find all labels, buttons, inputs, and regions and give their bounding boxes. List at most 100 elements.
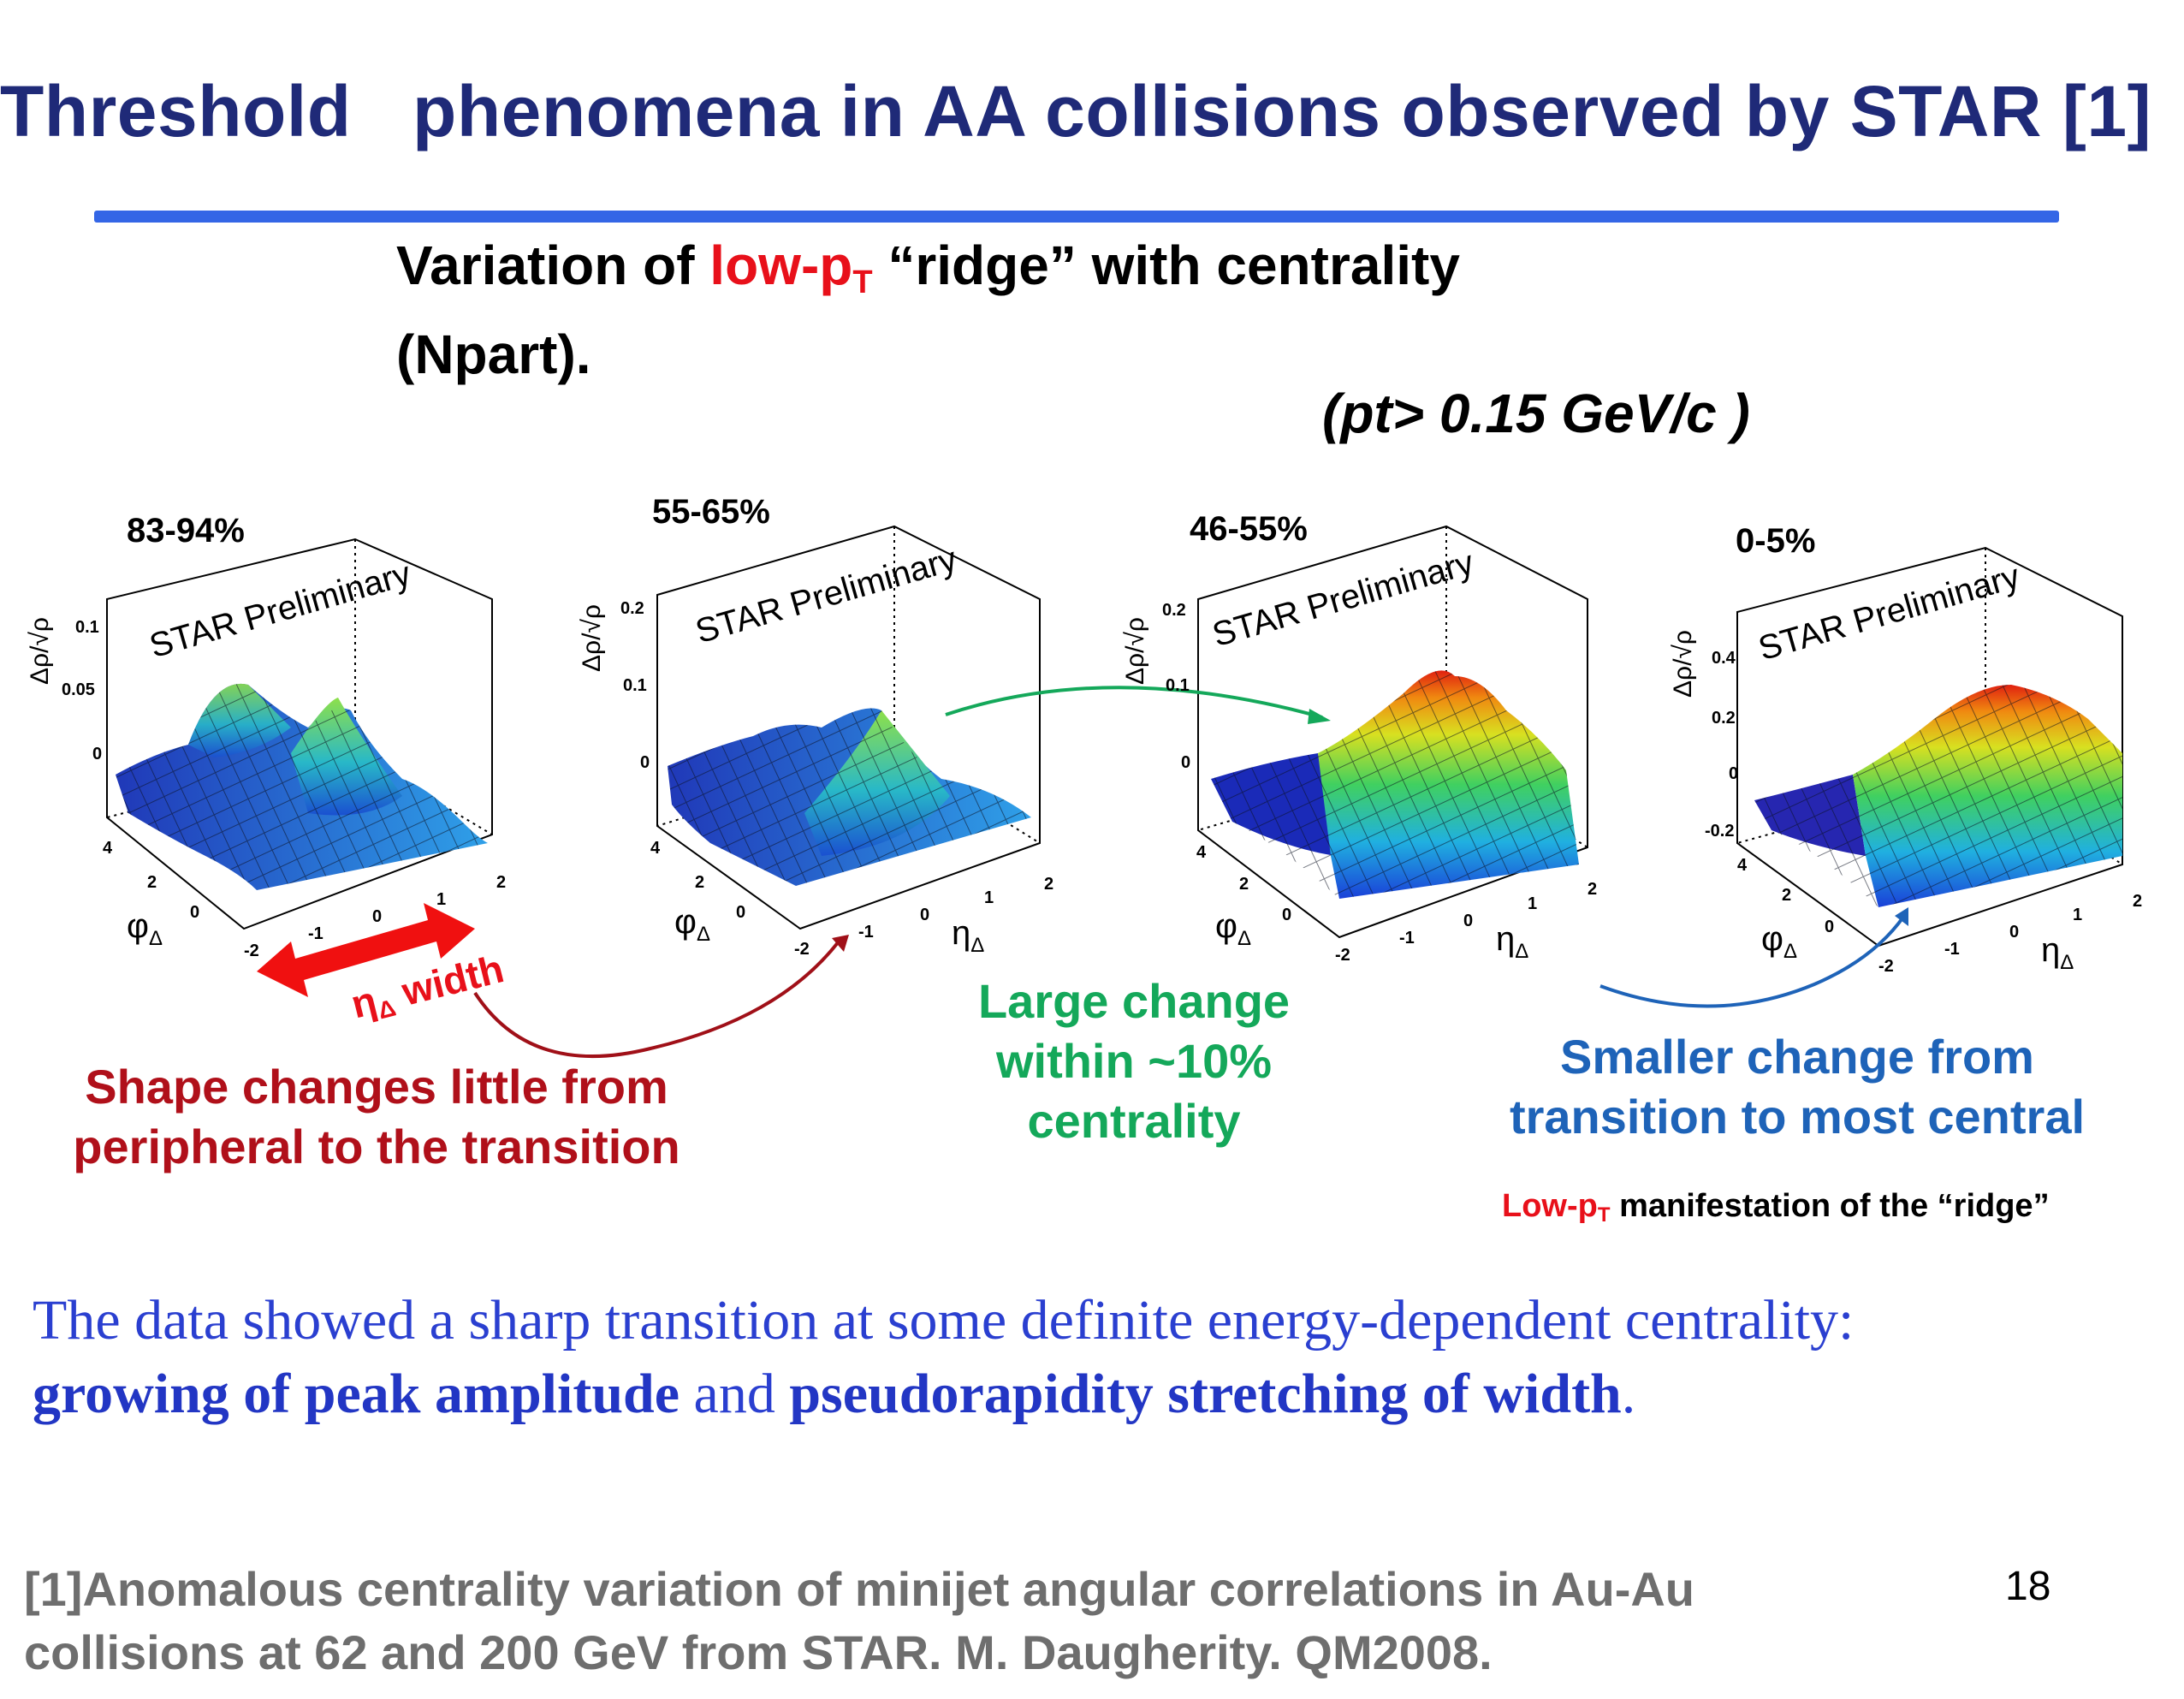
p1-phi-tick: 2 <box>147 873 157 892</box>
p2-eta-tick: 1 <box>984 888 994 907</box>
subtitle-part1: Variation of <box>396 235 710 296</box>
subtitle-lowpt-text: low-p <box>709 235 853 296</box>
p1-eta-tick: -2 <box>244 942 259 960</box>
p4-phi-tick: 4 <box>1737 856 1748 875</box>
eta-sub: Δ <box>1515 940 1529 963</box>
p3-eta-tick: 2 <box>1588 880 1598 899</box>
eta-symbol: η <box>2041 931 2061 969</box>
p2-eta-tick: 0 <box>920 906 930 924</box>
subtitle: Variation of low-pT “ridge” with central… <box>396 229 1851 390</box>
p3-z-tick: 0 <box>1181 753 1191 772</box>
p4-eta-label: ηΔ <box>2041 931 2074 975</box>
subtitle-lowpt: low-pT <box>709 235 872 300</box>
phi-sub: Δ <box>1237 927 1251 950</box>
slide-title: Threshold phenomena in AA collisions obs… <box>0 71 2152 151</box>
panel-3-z-label: Δρ/√ρ <box>1121 617 1149 685</box>
lowpt-rest: manifestation of the “ridge” <box>1610 1188 2050 1224</box>
eta-symbol: η <box>1496 920 1516 958</box>
subtitle-part2: “ridge” with centrality <box>872 235 1460 296</box>
phi-sub: Δ <box>148 927 163 950</box>
lowpt-red: Low-p <box>1502 1188 1598 1224</box>
p2-phi-tick: 2 <box>695 873 705 892</box>
eta-sub: Δ <box>2060 951 2074 974</box>
phi-symbol: φ <box>127 907 149 945</box>
p1-z-tick: 0 <box>92 745 103 763</box>
p3-eta-tick: -1 <box>1399 929 1415 948</box>
reference: [1]Anomalous centrality variation of min… <box>24 1558 1907 1684</box>
panel-4-label: 0-5% <box>1736 522 1816 560</box>
title-underline <box>94 211 2059 223</box>
p2-eta-label: ηΔ <box>952 914 984 958</box>
panel-4 <box>1736 546 2123 948</box>
eta-width-arrow <box>257 903 475 997</box>
phi-symbol: φ <box>674 903 697 941</box>
p3-eta-tick: -2 <box>1335 946 1350 965</box>
p1-z-tick: 0.1 <box>75 618 99 637</box>
annotation-green-line: Large change <box>977 974 1291 1028</box>
p3-eta-tick: 1 <box>1528 894 1538 913</box>
subtitle-line2: (Npart). <box>396 324 591 385</box>
p2-z-tick: 0 <box>640 753 650 772</box>
p1-phi-tick: 4 <box>103 839 113 858</box>
annotation-smaller-change: Smaller change from transition to most c… <box>1472 1027 2122 1147</box>
p2-phi-tick: 0 <box>736 903 746 922</box>
p1-phi-tick: 0 <box>190 903 200 922</box>
p3-eta-label: ηΔ <box>1496 920 1528 964</box>
p3-phi-tick: 0 <box>1282 906 1292 924</box>
annotation-green-line: within ~10% <box>995 1034 1273 1088</box>
lowpt-ridge-caption: Low-pT manifestation of the “ridge” <box>1502 1188 2050 1227</box>
eta-symbol: η <box>952 914 971 952</box>
p1-eta-tick: 0 <box>372 907 383 926</box>
p4-phi-tick: 2 <box>1782 886 1792 905</box>
conclusion-bold1: growing of peak amplitude <box>33 1363 680 1425</box>
p2-z-tick: 0.1 <box>623 676 647 695</box>
p2-eta-tick: -1 <box>858 923 874 942</box>
p4-eta-tick: -1 <box>1944 940 1960 959</box>
p2-z-tick: 0.2 <box>620 599 644 618</box>
p4-eta-tick: 0 <box>2009 923 2020 942</box>
p3-phi-tick: 4 <box>1196 843 1207 862</box>
annotation-blue-line: transition to most central <box>1509 1090 2086 1144</box>
red-arrow <box>473 940 840 1059</box>
subtitle-lowpt-sub: T <box>852 264 873 300</box>
reference-line1: [1]Anomalous centrality variation of min… <box>24 1562 1694 1616</box>
green-arrow <box>945 686 1323 719</box>
conclusion-text: The data showed a sharp transition at so… <box>33 1284 2155 1431</box>
p1-eta-tick: 2 <box>496 873 507 892</box>
panel-2-label: 55-65% <box>652 493 770 531</box>
p4-z-tick: 0 <box>1729 764 1739 783</box>
p1-phi-label: φΔ <box>127 907 163 951</box>
phi-sub: Δ <box>696 923 710 946</box>
p4-eta-tick: 2 <box>2133 892 2143 911</box>
conclusion-bold2: pseudorapidity stretching of width <box>789 1363 1622 1425</box>
p2-phi-tick: 4 <box>650 839 661 858</box>
reference-line2: collisions at 62 and 200 GeV from STAR. … <box>24 1625 1493 1679</box>
panel-4-z-label: Δρ/√ρ <box>1669 630 1697 698</box>
panel-3 <box>1197 525 1588 939</box>
p4-z-tick: 0.4 <box>1712 649 1736 668</box>
p4-phi-tick: 0 <box>1825 918 1835 936</box>
annotation-green-line: centrality <box>1027 1094 1241 1148</box>
p1-z-tick: 0.05 <box>62 680 95 699</box>
panel-3-label: 46-55% <box>1190 510 1308 548</box>
conclusion-and: and <box>680 1363 790 1425</box>
annotation-blue-line: Smaller change from <box>1560 1030 2034 1084</box>
annotation-red-line: Shape changes little from <box>85 1060 668 1114</box>
panel-1-label: 83-94% <box>127 512 245 550</box>
blue-arrow <box>1599 914 1906 1008</box>
p4-eta-tick: 1 <box>2073 906 2083 924</box>
annotation-large-change: Large change within ~10% centrality <box>937 971 1331 1151</box>
phi-symbol: φ <box>1215 907 1237 945</box>
p3-phi-label: φΔ <box>1215 907 1251 951</box>
annotation-red-line: peripheral to the transition <box>73 1120 680 1173</box>
p4-eta-tick: -2 <box>1878 957 1894 976</box>
p3-z-tick: 0.2 <box>1162 601 1186 620</box>
panel-1 <box>106 538 493 930</box>
page-number: 18 <box>2005 1564 2051 1609</box>
p2-eta-tick: 2 <box>1044 875 1054 894</box>
phi-symbol: φ <box>1761 920 1783 958</box>
p1-eta-tick: 1 <box>436 890 447 909</box>
conclusion-period: . <box>1621 1363 1636 1425</box>
p3-z-tick: 0.1 <box>1166 676 1190 695</box>
